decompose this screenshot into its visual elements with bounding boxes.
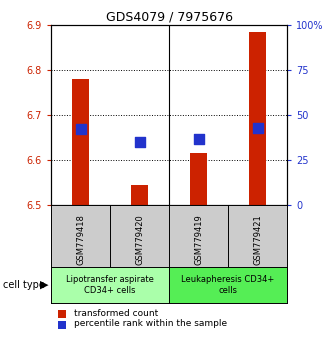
- Text: Lipotransfer aspirate
CD34+ cells: Lipotransfer aspirate CD34+ cells: [66, 275, 154, 295]
- Text: GSM779420: GSM779420: [135, 214, 144, 265]
- Text: GSM779419: GSM779419: [194, 214, 203, 265]
- Text: transformed count: transformed count: [74, 309, 158, 318]
- Text: percentile rank within the sample: percentile rank within the sample: [74, 319, 227, 329]
- Text: ▶: ▶: [40, 280, 49, 290]
- Point: [137, 139, 142, 145]
- Text: Leukapheresis CD34+
cells: Leukapheresis CD34+ cells: [182, 275, 275, 295]
- Text: GSM779418: GSM779418: [76, 214, 85, 265]
- Point: [255, 125, 260, 131]
- Point: [196, 136, 201, 141]
- Bar: [131, 185, 148, 205]
- Title: GDS4079 / 7975676: GDS4079 / 7975676: [106, 11, 233, 24]
- Bar: [190, 153, 208, 205]
- Bar: [249, 32, 266, 205]
- Text: GSM779421: GSM779421: [253, 214, 262, 265]
- Bar: [72, 79, 89, 205]
- Text: cell type: cell type: [3, 280, 45, 290]
- Point: [78, 127, 83, 132]
